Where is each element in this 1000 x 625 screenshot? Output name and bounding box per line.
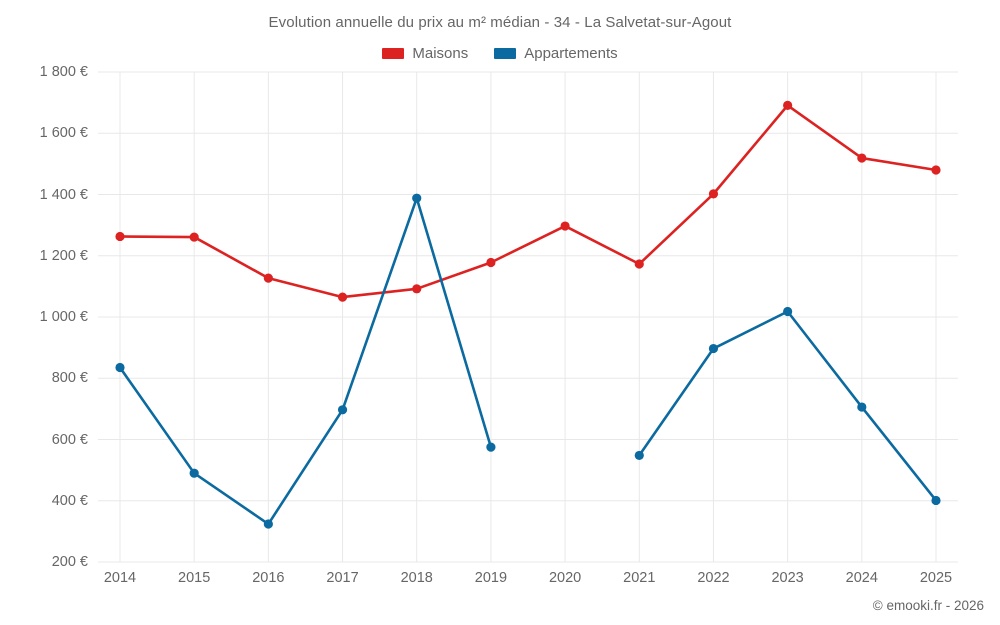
gridlines — [98, 71, 958, 563]
data-point[interactable] — [634, 259, 644, 269]
y-axis-tick-label: 200 € — [51, 554, 88, 570]
data-point[interactable] — [115, 362, 125, 373]
data-point[interactable] — [115, 231, 125, 242]
data-point[interactable] — [857, 402, 867, 412]
data-point[interactable] — [708, 189, 719, 199]
y-axis-tick-label: 400 € — [51, 492, 88, 509]
plot-svg — [98, 71, 958, 563]
y-axis-tick-label: 1 200 € — [39, 247, 88, 264]
footer-credit: © emooki.fr - 2026 — [872, 598, 984, 613]
data-point[interactable] — [486, 442, 496, 452]
series-appartements — [115, 193, 941, 529]
y-axis-tick-labels: 1 800 € 1 600 € 1 400 € 1 200 € 1 000 € 800 €… — [0, 64, 88, 570]
legend-label-maisons: Maisons — [412, 45, 469, 62]
data-point[interactable] — [486, 257, 496, 268]
plot-area — [98, 71, 958, 563]
data-point[interactable] — [263, 519, 273, 529]
data-point[interactable] — [560, 221, 570, 231]
x-axis-tick-label: 2025 — [919, 570, 953, 586]
legend-swatch-appartements — [494, 48, 517, 59]
x-axis-tick-label: 2024 — [845, 570, 878, 586]
data-point[interactable] — [708, 343, 719, 354]
x-axis-tick-labels: 2014 2015 2016 2017 2018 2019 2020 2021 2022 2023… — [98, 566, 958, 592]
x-axis-tick-label: 2019 — [474, 570, 508, 586]
series-maisons — [115, 100, 941, 302]
y-axis-tick-label: 1 800 € — [39, 64, 88, 80]
x-axis-tick-label: 2023 — [771, 570, 804, 586]
y-axis-tick-label: 600 € — [51, 431, 88, 448]
legend-label-appartements: Appartements — [524, 45, 618, 62]
data-point[interactable] — [337, 292, 348, 302]
data-point[interactable] — [931, 165, 941, 175]
y-axis-tick-label: 1 400 € — [39, 186, 88, 203]
data-point[interactable] — [931, 495, 941, 506]
data-point[interactable] — [783, 100, 793, 110]
data-point[interactable] — [337, 405, 348, 415]
x-axis-tick-label: 2015 — [178, 570, 211, 586]
chart-title: Evolution annuelle du prix au m² médian … — [268, 14, 732, 31]
y-axis-tick-label: 1 000 € — [39, 309, 88, 325]
x-axis-tick-label: 2018 — [400, 570, 433, 586]
legend-swatch-maisons — [382, 48, 405, 59]
data-point[interactable] — [634, 450, 644, 461]
y-axis-tick-label: 800 € — [51, 370, 88, 387]
legend-item-appartements[interactable]: Appartements — [494, 45, 618, 62]
data-series-layer — [115, 100, 941, 529]
series-line — [118, 196, 493, 526]
legend-item-maisons[interactable]: Maisons — [382, 45, 468, 62]
x-axis-tick-label: 2021 — [623, 570, 656, 586]
data-point[interactable] — [412, 284, 422, 294]
data-point[interactable] — [412, 193, 422, 203]
x-axis-tick-label: 2022 — [697, 570, 730, 586]
y-axis-tick-label: 1 600 € — [39, 125, 88, 142]
data-point[interactable] — [263, 273, 273, 283]
x-axis-tick-label: 2020 — [548, 570, 582, 586]
data-point[interactable] — [783, 306, 793, 317]
x-axis-tick-label: 2014 — [103, 570, 137, 586]
data-point[interactable] — [189, 468, 199, 478]
chart-legend: Maisons Appartements — [0, 45, 1000, 62]
x-axis-tick-label: 2017 — [326, 570, 359, 586]
x-axis-tick-label: 2016 — [252, 570, 285, 586]
data-point[interactable] — [857, 153, 867, 163]
data-point[interactable] — [189, 232, 199, 242]
series-line — [118, 104, 938, 299]
